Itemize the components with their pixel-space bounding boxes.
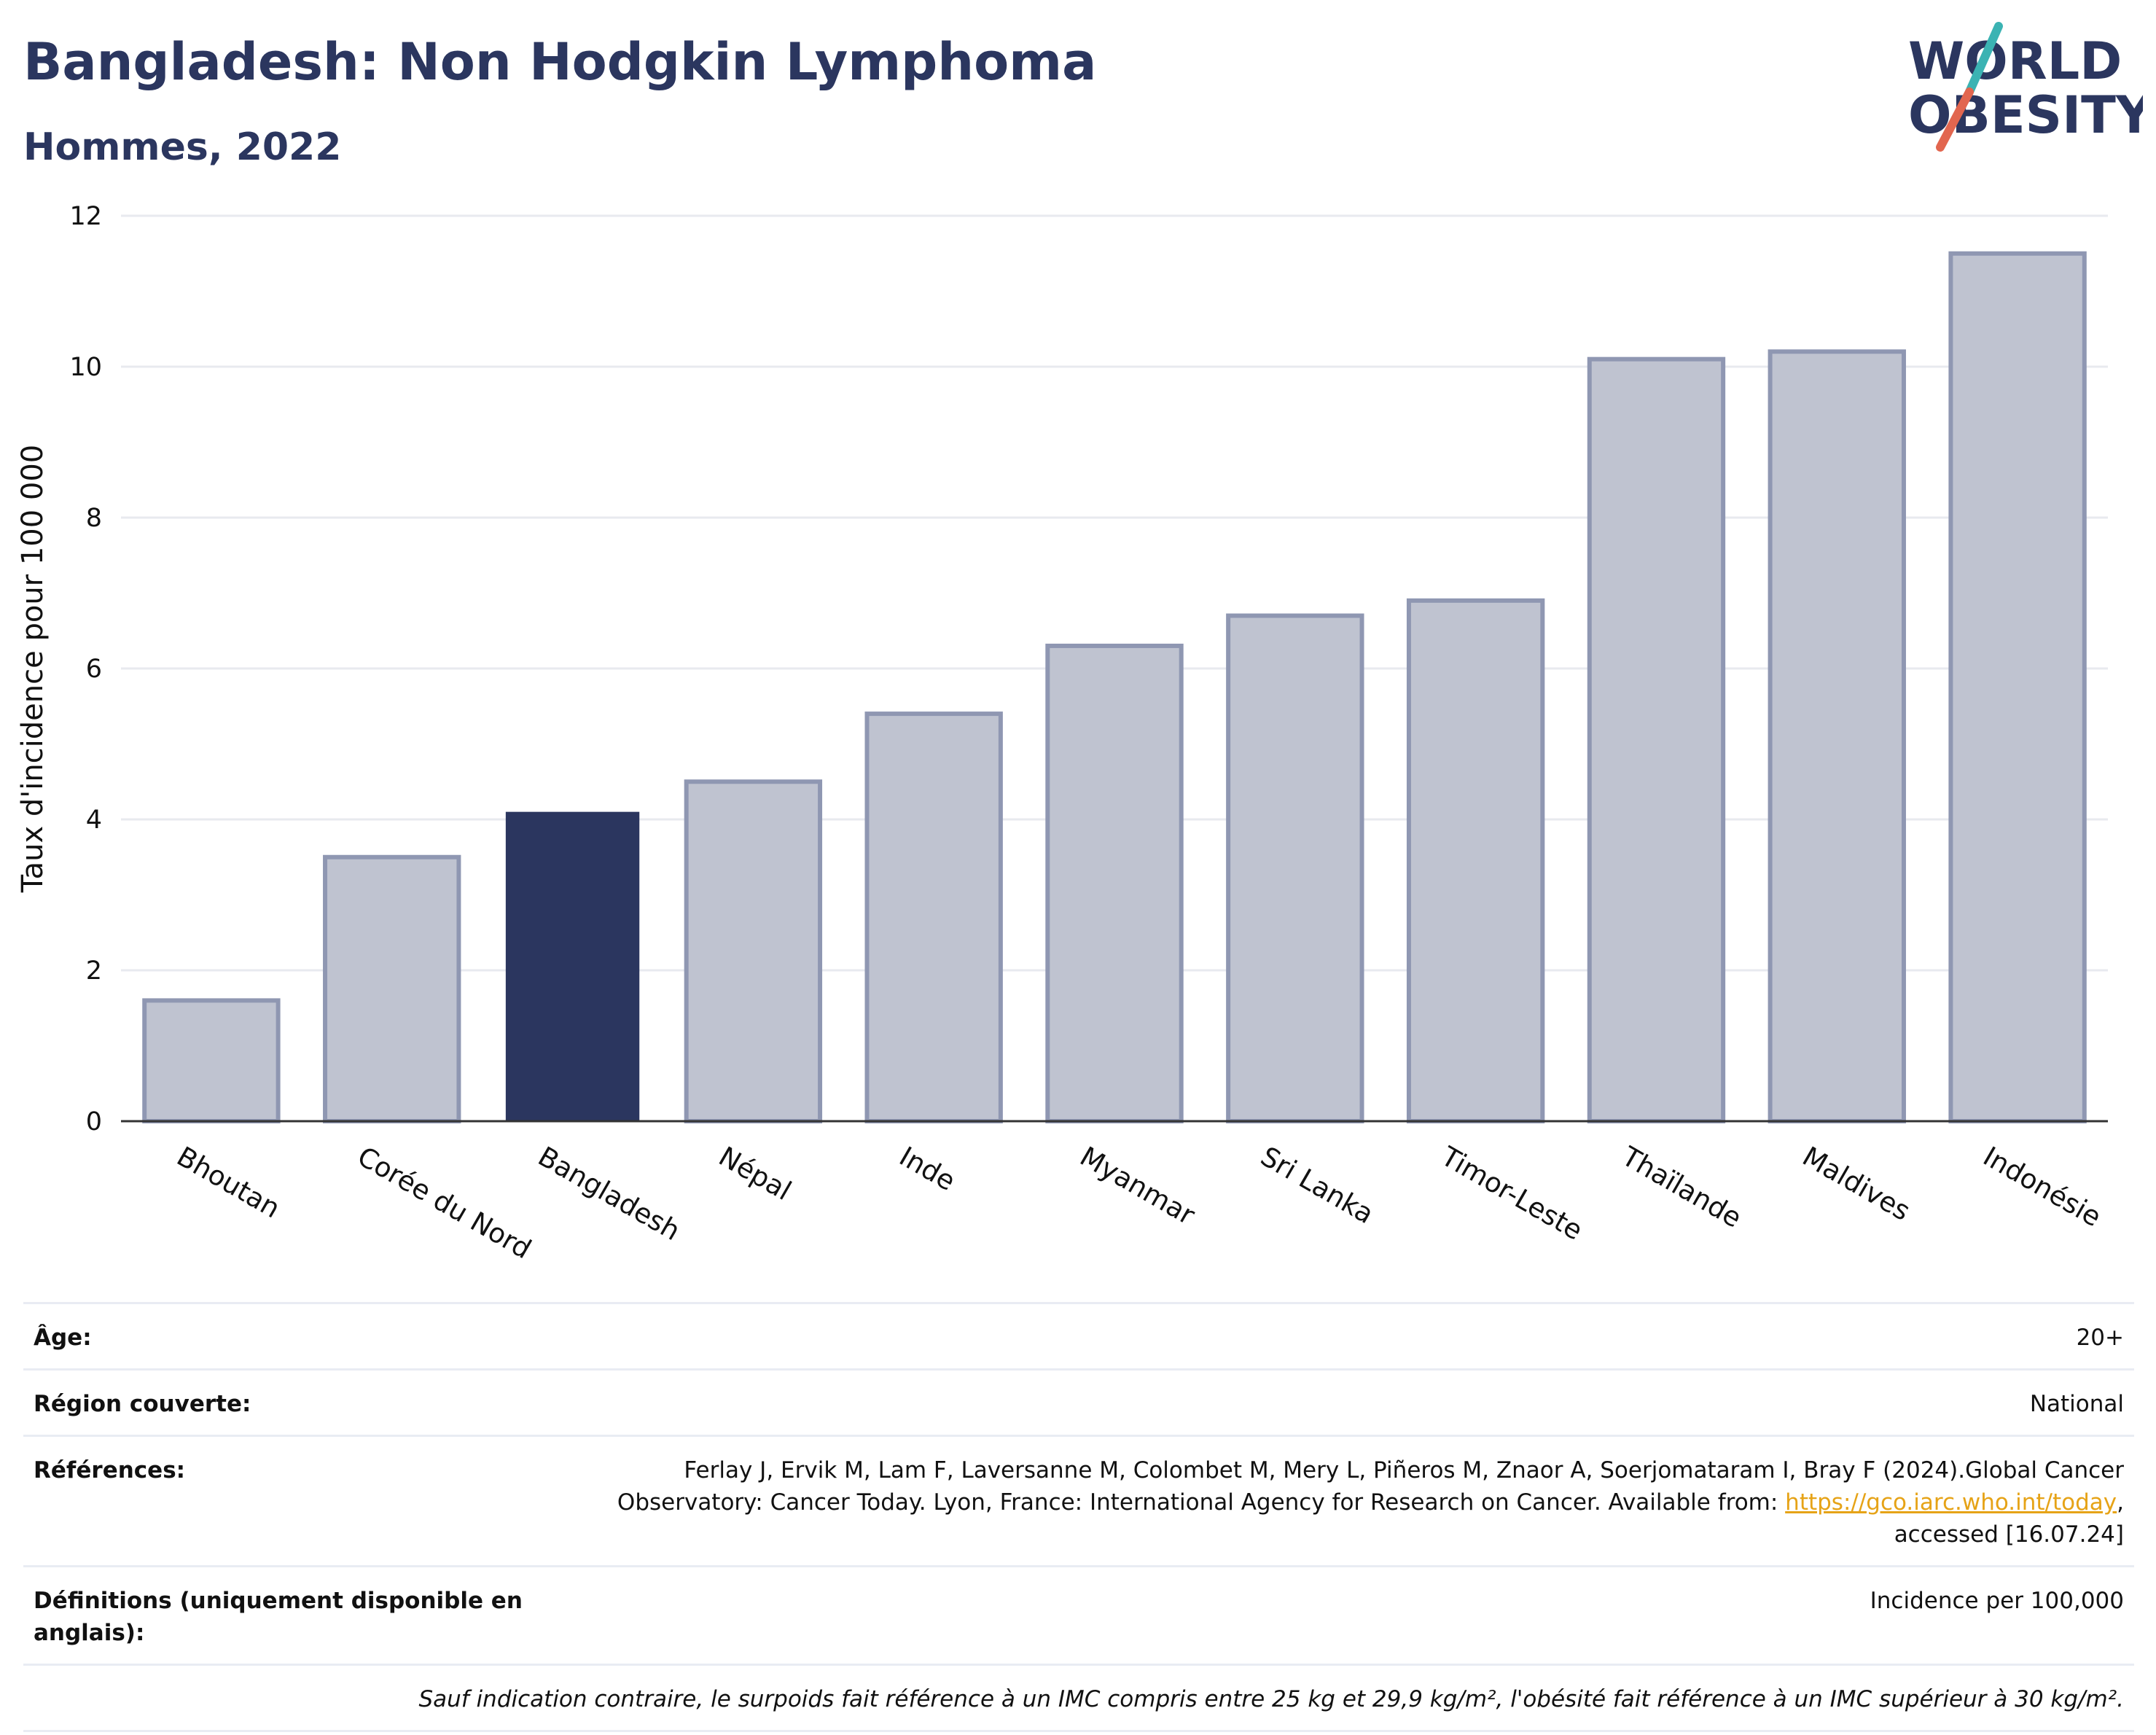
chart-title: Bangladesh: Non Hodgkin Lymphoma — [23, 32, 1097, 92]
y-tick-label: 8 — [86, 504, 102, 533]
info-row-definitions: Définitions (uniquement disponible en an… — [23, 1565, 2134, 1664]
y-axis-label: Taux d'incidence pour 100 000 — [16, 445, 50, 893]
bars — [142, 251, 2087, 1124]
bar-cor-e-du-nord[interactable] — [323, 854, 461, 1123]
y-tick-label: 12 — [69, 202, 102, 231]
bar-tha-lande[interactable] — [1587, 356, 1726, 1123]
references-line-2-text: Observatory: Cancer Today. Lyon, France:… — [617, 1489, 1786, 1516]
logo-text-world: WORLD — [1908, 31, 2122, 91]
bar-timor-leste[interactable] — [1406, 598, 1545, 1123]
bar-chart: 0 2 4 6 8 10 12 Bhoutan Corée du NordBangladesh… — [16, 202, 2108, 1265]
obesity-definition-note: Sauf indication contraire, le surpoids f… — [418, 1686, 2124, 1712]
x-tick-label: Bhoutan — [171, 1141, 285, 1225]
logo-slash-bottom — [1936, 87, 1974, 152]
references-value: Ferlay J, Ervik M, Lam F, Laversanne M, … — [529, 1454, 2124, 1551]
axes: 0 2 4 6 8 10 12 — [69, 202, 2108, 1136]
info-row-note: Sauf indication contraire, le surpoids f… — [23, 1664, 2134, 1732]
x-tick-label: Timor-Leste — [1435, 1140, 1587, 1247]
references-line-1: Ferlay J, Ervik M, Lam F, Laversanne M, … — [684, 1457, 2124, 1483]
x-tick-label: Myanmar — [1075, 1141, 1201, 1232]
bar-myanmar[interactable] — [1045, 643, 1184, 1123]
definitions-label: Définitions (uniquement disponible en an… — [34, 1588, 523, 1646]
y-tick-label: 4 — [86, 806, 102, 835]
y-tick-label: 6 — [86, 655, 102, 684]
definitions-value: Incidence per 100,000 — [1870, 1588, 2124, 1614]
region-value: National — [2029, 1391, 2124, 1417]
info-row-age: Âge: 20+ — [23, 1302, 2134, 1368]
info-row-references: Références: Ferlay J, Ervik M, Lam F, La… — [23, 1435, 2134, 1565]
x-tick-label: Maldives — [1797, 1141, 1915, 1228]
x-tick-label: Inde — [894, 1141, 961, 1198]
references-line-2: Observatory: Cancer Today. Lyon, France:… — [558, 1486, 2124, 1518]
x-tick-label: Népal — [714, 1141, 797, 1207]
references-label: Références: — [34, 1457, 186, 1483]
info-table: Âge: 20+ Région couverte: National Référ… — [23, 1302, 2134, 1732]
info-row-region: Région couverte: National — [23, 1368, 2134, 1435]
bar-bhoutan[interactable] — [142, 998, 281, 1124]
x-tick-label: Thaïlande — [1616, 1140, 1747, 1234]
bar-inde[interactable] — [864, 711, 1003, 1123]
chart-subtitle: Hommes, 2022 — [23, 125, 342, 169]
logo-slash-top — [1965, 22, 2003, 96]
x-tick-label: Corée du Nord — [352, 1141, 536, 1266]
y-tick-label: 10 — [69, 353, 102, 382]
references-line-2-comma: , — [2117, 1489, 2124, 1516]
bar-n-pal[interactable] — [684, 779, 823, 1123]
bar-indon-sie[interactable] — [1948, 251, 2087, 1123]
references-link[interactable]: https://gco.iarc.who.int/today — [1785, 1489, 2117, 1516]
x-tick-label: Bangladesh — [533, 1141, 685, 1247]
y-tick-label: 0 — [86, 1107, 102, 1136]
bar-bangladesh[interactable] — [505, 811, 640, 1121]
bar-sri-lanka[interactable] — [1226, 613, 1364, 1123]
age-label: Âge: — [34, 1325, 92, 1351]
references-line-3: accessed [16.07.24] — [1894, 1521, 2124, 1548]
world-obesity-logo: WORLD OBESITY — [1908, 22, 2143, 152]
age-value: 20+ — [2076, 1325, 2124, 1351]
region-label: Région couverte: — [34, 1391, 251, 1417]
y-tick-label: 2 — [86, 956, 102, 986]
bar-maldives[interactable] — [1768, 349, 1906, 1123]
x-tick-label: Sri Lanka — [1255, 1141, 1379, 1231]
x-tick-label: Indonésie — [1978, 1141, 2107, 1233]
